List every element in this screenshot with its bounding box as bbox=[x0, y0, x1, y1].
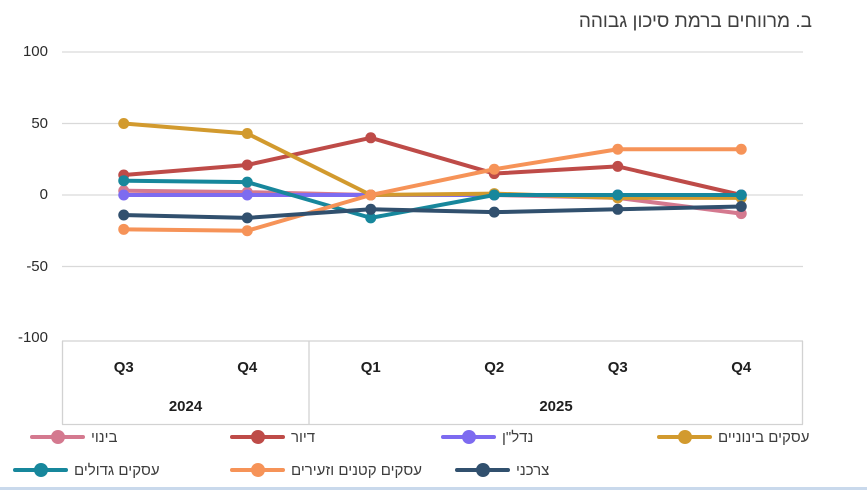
x-axis-year-2024: 2024 bbox=[168, 398, 203, 415]
data-point-small-micro-businesses-3 bbox=[488, 163, 500, 175]
legend-dot-icon bbox=[251, 430, 265, 444]
legend-label-consumer: צרכני bbox=[516, 461, 550, 479]
series-line-consumer bbox=[121, 204, 744, 220]
legend-dot-icon bbox=[51, 430, 65, 444]
data-point-consumer-3 bbox=[488, 206, 500, 218]
x-axis-quarter-1: Q4 bbox=[237, 359, 258, 376]
legend-item-construction: בינוי bbox=[30, 428, 118, 446]
legend-dot-icon bbox=[462, 430, 476, 444]
legend-label-small-micro-businesses: עסקים קטנים וזעירים bbox=[291, 461, 422, 479]
data-point-small-micro-businesses-2 bbox=[365, 189, 377, 201]
series-line-large-businesses bbox=[121, 178, 744, 220]
legend-swatch-consumer bbox=[455, 463, 510, 477]
y-axis-tick-50: 50 bbox=[31, 114, 48, 132]
legend-swatch-housing bbox=[230, 430, 285, 444]
data-point-housing-2 bbox=[365, 132, 377, 144]
x-axis-quarter-2: Q1 bbox=[360, 359, 381, 376]
data-point-large-businesses-4 bbox=[612, 189, 624, 201]
legend-item-large-businesses: עסקים גדולים bbox=[13, 461, 160, 479]
series-line-small-micro-businesses bbox=[121, 147, 744, 233]
legend-swatch-small-micro-businesses bbox=[230, 463, 285, 477]
data-point-large-businesses-1 bbox=[241, 176, 253, 188]
data-point-housing-1 bbox=[241, 159, 253, 171]
data-point-medium-businesses-1 bbox=[241, 128, 253, 140]
x-axis-quarter-5: Q4 bbox=[731, 359, 752, 376]
legend-dot-icon bbox=[476, 463, 490, 477]
x-axis-quarter-3: Q2 bbox=[484, 359, 505, 376]
data-point-consumer-2 bbox=[365, 203, 377, 215]
legend-swatch-real-estate bbox=[441, 430, 496, 444]
data-point-consumer-5 bbox=[735, 200, 747, 212]
data-point-consumer-0 bbox=[118, 209, 130, 221]
legend-label-housing: דיור bbox=[291, 428, 316, 446]
chart-title: ב. מרווחים ברמת סיכון גבוהה bbox=[578, 11, 812, 32]
window-bottom-edge bbox=[0, 487, 867, 490]
data-point-small-micro-businesses-0 bbox=[118, 223, 130, 235]
x-axis-quarter-4: Q3 bbox=[607, 359, 628, 376]
legend-item-small-micro-businesses: עסקים קטנים וזעירים bbox=[230, 461, 422, 479]
legend-swatch-construction bbox=[30, 430, 85, 444]
y-axis-tick--50: -50 bbox=[26, 257, 48, 275]
legend-dot-icon bbox=[34, 463, 48, 477]
y-axis-tick--100: -100 bbox=[17, 329, 48, 346]
data-point-real-estate-0 bbox=[118, 189, 130, 201]
data-point-large-businesses-3 bbox=[488, 189, 500, 201]
data-point-medium-businesses-0 bbox=[118, 118, 130, 129]
legend-label-construction: בינוי bbox=[91, 428, 118, 446]
data-point-small-micro-businesses-1 bbox=[241, 225, 253, 237]
legend-dot-icon bbox=[251, 463, 265, 477]
x-axis-quarter-0: Q3 bbox=[113, 359, 134, 376]
legend-item-consumer: צרכני bbox=[455, 461, 550, 479]
data-point-large-businesses-5 bbox=[735, 189, 747, 201]
legend-item-real-estate: נדל"ן bbox=[441, 428, 534, 446]
data-point-small-micro-businesses-5 bbox=[735, 143, 747, 155]
data-point-housing-4 bbox=[612, 160, 624, 172]
data-point-real-estate-1 bbox=[241, 189, 253, 201]
data-point-consumer-1 bbox=[241, 212, 253, 224]
legend-label-medium-businesses: עסקים בינוניים bbox=[718, 428, 810, 446]
legend-dot-icon bbox=[678, 430, 692, 444]
legend-swatch-large-businesses bbox=[13, 463, 68, 477]
data-point-large-businesses-0 bbox=[118, 175, 130, 187]
y-axis-tick-100: 100 bbox=[22, 43, 48, 60]
data-point-large-businesses-2 bbox=[365, 212, 377, 224]
legend-item-medium-businesses: עסקים בינוניים bbox=[657, 428, 810, 446]
series-line-housing bbox=[121, 135, 744, 197]
y-axis-tick-0: 0 bbox=[39, 186, 48, 203]
legend-item-housing: דיור bbox=[230, 428, 316, 446]
data-point-consumer-4 bbox=[612, 203, 624, 215]
legend-label-real-estate: נדל"ן bbox=[502, 428, 534, 446]
x-axis-year-2025: 2025 bbox=[539, 398, 573, 415]
series-line-medium-businesses bbox=[121, 121, 744, 200]
data-point-small-micro-businesses-4 bbox=[612, 143, 624, 155]
legend-label-large-businesses: עסקים גדולים bbox=[74, 461, 160, 479]
legend-swatch-medium-businesses bbox=[657, 430, 712, 444]
